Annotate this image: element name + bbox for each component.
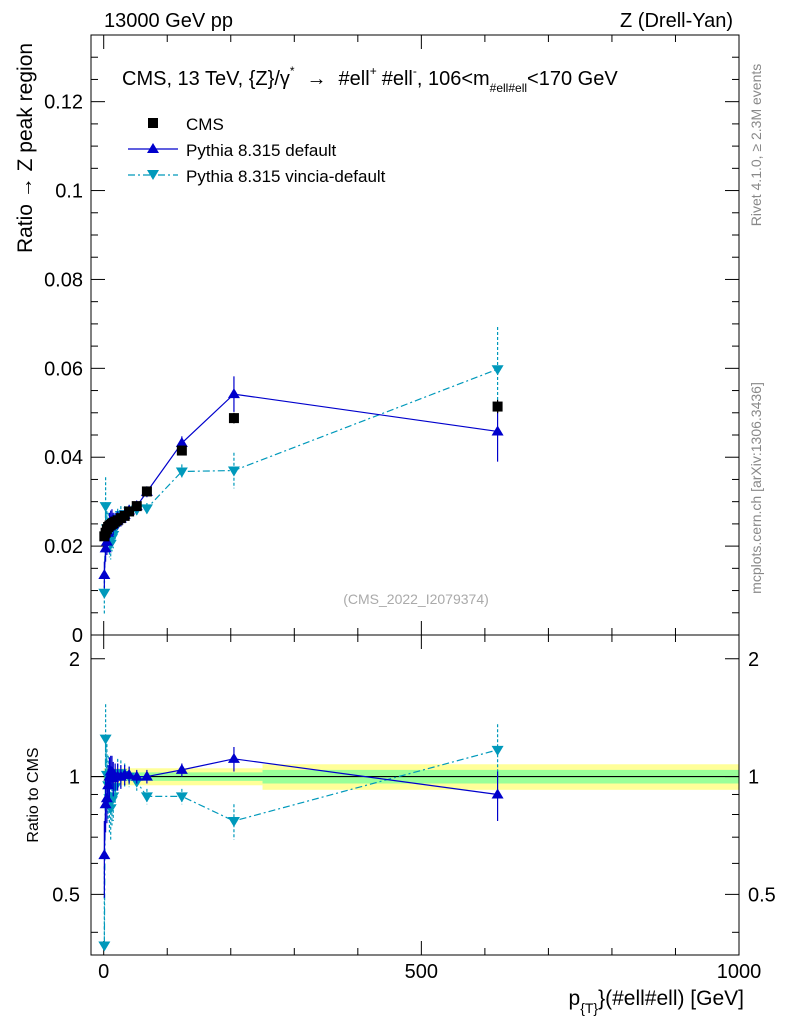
series-vincia-default [98, 327, 504, 615]
title-range-hi: <170 GeV [527, 68, 618, 90]
ratio-default-point-13 [130, 770, 143, 781]
x-tick-label-2: 1000 [717, 961, 762, 983]
cms-point-17 [492, 401, 503, 412]
ratio-tick-label-left-1: 1 [69, 767, 80, 789]
ratio-default-point-14 [140, 770, 153, 781]
x-axis-label-main: p [569, 987, 581, 1010]
vincia-point-17 [491, 365, 504, 376]
x-axis-label-rest: }(#ell#ell) [GeV] [598, 987, 744, 1010]
x-tick-label-0: 0 [98, 961, 109, 983]
vincia-point-0 [98, 588, 111, 599]
ratio-vincia-point-17 [491, 745, 504, 756]
series-cms [99, 399, 503, 542]
default-point-17 [491, 425, 504, 436]
x-tick-label-1: 500 [405, 961, 438, 983]
y-axis-label: Ratio → Z peak region [14, 43, 37, 253]
legend: CMS Pythia 8.315 default Pythia 8.315 vi… [128, 115, 386, 186]
default-point-16 [227, 388, 240, 399]
ratio-tick-label-left-0: 0.5 [52, 884, 80, 906]
ratio-series-default [98, 747, 504, 898]
ratio-tick-label-right-2: 2 [748, 649, 759, 671]
title-arrow: → [307, 68, 327, 90]
analysis-watermark: (CMS_2022_I2079374) [343, 591, 489, 607]
y-tick-label-3: 0.06 [44, 358, 83, 380]
y-tick-label-6: 0.12 [44, 92, 83, 114]
ratio-default-point-17 [491, 788, 504, 799]
default-point-1 [99, 542, 112, 553]
cms-point-13 [131, 501, 142, 512]
y-tick-label-5: 0.1 [55, 181, 83, 203]
vincia-point-14 [140, 504, 153, 515]
legend-default-label: Pythia 8.315 default [186, 141, 337, 160]
ratio-default-point-15 [175, 763, 188, 774]
legend-cms-label: CMS [186, 115, 224, 134]
ratio-tick-label-left-2: 2 [69, 649, 80, 671]
vincia-line [103, 368, 498, 593]
x-axis-label: p{T}}(#ell#ell) [GeV] [569, 987, 745, 1016]
title-lep2: #ell [382, 68, 413, 90]
default-line [103, 393, 498, 576]
legend-cms-marker [148, 118, 158, 128]
cms-point-15 [176, 445, 187, 456]
plot-title: CMS, 13 TeV, {Z}/γ* → #ell+ #ell-, 106<m#el… [122, 64, 618, 95]
y-tick-label-2: 0.04 [44, 447, 83, 469]
ratio-tick-label-right-0: 0.5 [748, 884, 776, 906]
legend-vincia-marker [147, 170, 159, 180]
y-tick-label-4: 0.08 [44, 269, 83, 291]
y-tick-label-0: 0 [72, 625, 83, 647]
default-point-15 [175, 437, 188, 447]
vincia-point-15 [175, 467, 188, 478]
ratio-vincia-point-0 [98, 941, 111, 952]
mcplots-label: mcplots.cern.ch [arXiv:1306.3436] [748, 382, 764, 594]
title-range-lo: , 106<m [417, 68, 490, 90]
legend-default-marker [147, 143, 159, 153]
ratio-vincia-point-15 [175, 792, 188, 803]
title-star: * [290, 64, 295, 78]
title-main: CMS, 13 TeV, {Z}/γ [122, 68, 290, 90]
axis-tick-labels: 0 500 1000 0 0.02 0.04 0.06 0.08 0.1 0.12 0.5 0.5 1 1… [44, 92, 776, 983]
ratio-series-vincia-default [98, 704, 504, 952]
ratio-tick-label-right-1: 1 [748, 767, 759, 789]
ratio-vincia-point-7 [107, 792, 120, 803]
x-axis-label-sub: {T} [580, 1000, 598, 1016]
vincia-point-1 [99, 502, 112, 513]
y-tick-label-1: 0.02 [44, 536, 83, 558]
cms-point-16 [228, 413, 239, 424]
series-default [98, 376, 504, 589]
header-right: Z (Drell-Yan) [620, 10, 733, 32]
ratio-vincia-point-14 [140, 792, 153, 803]
title-lep1: #ell [339, 68, 370, 90]
vincia-point-16 [227, 466, 240, 477]
title-minus: - [413, 64, 417, 78]
title-plus: + [370, 64, 377, 78]
rivet-label: Rivet 4.1.0, ≥ 2.3M events [748, 64, 764, 227]
ratio-vincia-point-1 [99, 734, 112, 745]
ratio-plot-frame [90, 634, 740, 956]
ratio-default-point-2 [100, 792, 113, 803]
title-range-sub: #ell#ell [490, 81, 527, 95]
cms-point-12 [124, 506, 135, 517]
ratio-default-point-12 [123, 768, 136, 779]
legend-vincia-label: Pythia 8.315 vincia-default [186, 167, 386, 186]
default-point-0 [98, 569, 111, 579]
ratio-vincia-point-16 [227, 816, 240, 827]
ratio-default-point-0 [98, 849, 111, 860]
ratio-default-point-16 [227, 752, 240, 763]
header-left: 13000 GeV pp [104, 10, 233, 32]
ratio-y-axis-label: Ratio to CMS [25, 747, 42, 842]
cms-point-14 [141, 486, 152, 497]
